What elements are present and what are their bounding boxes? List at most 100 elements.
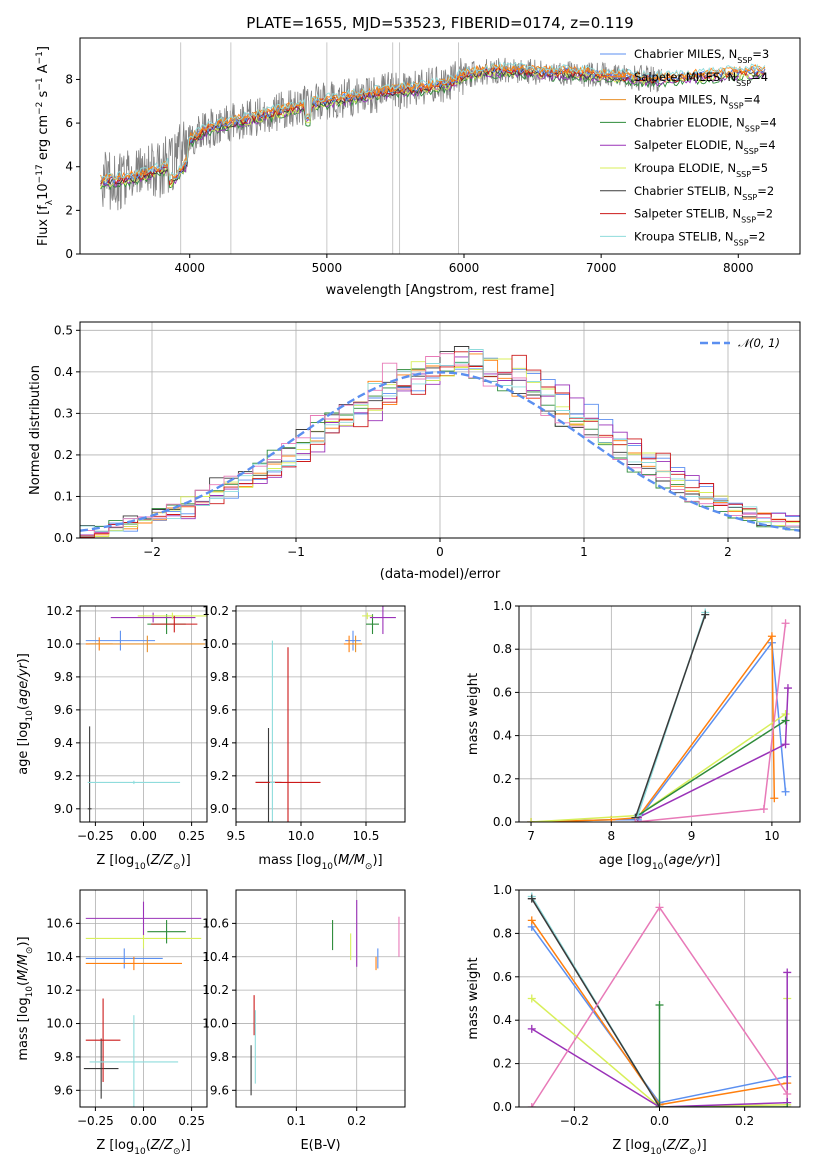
x-tick-label: −1 bbox=[287, 545, 305, 559]
y-axis-label: Flux [fλ10−17 erg cm−2 s−1 A−1] bbox=[35, 46, 55, 246]
residual-histogram bbox=[80, 349, 800, 532]
y-tick-label: 0.3 bbox=[54, 406, 73, 420]
y-tick-label: 9.6 bbox=[54, 1083, 73, 1097]
x-tick-label: 8 bbox=[608, 829, 616, 843]
weight-marker bbox=[781, 619, 790, 628]
weight-marker bbox=[770, 794, 779, 803]
y-tick-label: 9.8 bbox=[54, 670, 73, 684]
x-tick-label: 0.00 bbox=[130, 829, 157, 843]
x-tick-label: 4000 bbox=[174, 261, 205, 275]
y-tick-label: 0.4 bbox=[493, 1013, 512, 1027]
y-tick-label: 0.0 bbox=[54, 531, 73, 545]
x-axis-label: E(B-V) bbox=[300, 1138, 340, 1153]
legend-label: Salpeter ELODIE, NSSP=4 bbox=[634, 138, 776, 156]
y-tick-label: 1.0 bbox=[493, 883, 512, 897]
y-tick-label: 10.2 bbox=[46, 604, 73, 618]
y-tick-label: 0.2 bbox=[493, 772, 512, 786]
x-axis-label: Z [log10(Z/Z⊙)] bbox=[96, 853, 190, 872]
y-tick-label: 0.4 bbox=[493, 729, 512, 743]
mass-vs-extinction-panel: 0.1 0.2 9.6 9.8 10.0 10.2 10.4 10.6 E(B-V) bbox=[202, 889, 406, 1153]
y-tick-label: 0.8 bbox=[493, 926, 512, 940]
x-tick-label: −0.25 bbox=[77, 1114, 114, 1128]
x-axis-label: Z [log10(Z/Z⊙)] bbox=[612, 1138, 706, 1157]
plot-frame bbox=[79, 889, 208, 1108]
error-bar-points bbox=[255, 606, 396, 822]
y-tick-label: 0.2 bbox=[493, 1057, 512, 1071]
weight-marker bbox=[783, 1103, 792, 1107]
y-tick-label: 9.6 bbox=[210, 1083, 229, 1097]
plot-frame bbox=[79, 321, 801, 539]
normal-distribution-curve bbox=[80, 371, 800, 532]
y-tick-label: 9.4 bbox=[210, 736, 229, 750]
weight-line bbox=[634, 614, 707, 818]
weight-marker bbox=[783, 1089, 792, 1098]
error-bar-points bbox=[83, 901, 202, 1107]
y-tick-label: 4 bbox=[65, 160, 73, 174]
y-tick-label: 0.6 bbox=[493, 685, 512, 699]
y-tick-label: 1.0 bbox=[493, 599, 512, 613]
weight-marker bbox=[527, 818, 536, 822]
y-tick-label: 10.0 bbox=[46, 637, 73, 651]
y-axis-label: mass weight bbox=[466, 957, 481, 1039]
residual-histogram bbox=[80, 353, 800, 534]
y-tick-label: 10.4 bbox=[46, 950, 73, 964]
y-tick-label: 10.4 bbox=[202, 950, 229, 964]
y-tick-label: 0.0 bbox=[493, 815, 512, 829]
y-tick-label: 0.8 bbox=[493, 642, 512, 656]
y-tick-label: 2 bbox=[65, 203, 73, 217]
y-tick-label: 0.0 bbox=[493, 1100, 512, 1114]
plot-frame bbox=[79, 605, 208, 823]
x-tick-label: 0.25 bbox=[178, 1114, 205, 1128]
x-tick-label: 7000 bbox=[586, 261, 617, 275]
x-axis-label: age [log10(age/yr)] bbox=[599, 853, 721, 872]
y-tick-label: 10.2 bbox=[202, 604, 229, 618]
model-spectrum-chabrier-elodie bbox=[100, 70, 766, 191]
legend-label: Kroupa ELODIE, NSSP=5 bbox=[634, 161, 768, 179]
weight-marker bbox=[655, 1001, 664, 1010]
y-tick-label: 0.1 bbox=[54, 489, 73, 503]
y-tick-label: 8 bbox=[65, 72, 73, 86]
weight-line bbox=[530, 713, 786, 822]
x-tick-label: 0 bbox=[436, 545, 444, 559]
x-tick-label: 6000 bbox=[449, 261, 480, 275]
weight-line bbox=[637, 719, 786, 817]
y-axis-label: mass weight bbox=[466, 673, 481, 755]
x-tick-label: 0.2 bbox=[347, 1114, 366, 1128]
legend-label: Salpeter MILES, NSSP=4 bbox=[634, 70, 768, 88]
x-axis-label: wavelength [Angstrom, rest frame] bbox=[326, 283, 555, 298]
weight-marker bbox=[783, 968, 792, 977]
legend-label: Kroupa STELIB, NSSP=2 bbox=[634, 229, 765, 247]
x-axis-label: mass [log10(M/M⊙)] bbox=[258, 853, 382, 872]
weight-marker bbox=[527, 1024, 536, 1033]
age-vs-mass-panel: 9.5 10.0 10.5 9.0 9.2 9.4 9.6 9.8 10.0 10.2 mass [… bbox=[202, 604, 406, 872]
weight-marker bbox=[631, 818, 640, 822]
y-tick-label: 0 bbox=[65, 247, 73, 261]
x-tick-label: −2 bbox=[143, 545, 161, 559]
x-tick-label: 8000 bbox=[723, 261, 754, 275]
y-tick-label: 9.6 bbox=[54, 703, 73, 717]
error-bar-points bbox=[250, 900, 400, 1096]
x-axis-label: (data-model)/error bbox=[380, 567, 501, 582]
x-tick-label: 9 bbox=[688, 829, 696, 843]
model-spectrum-chabrier-miles bbox=[100, 64, 766, 185]
y-tick-label: 10.0 bbox=[202, 637, 229, 651]
weight-marker bbox=[701, 610, 710, 619]
y-axis-label: age [log10(age/yr)] bbox=[16, 653, 35, 775]
weight-line bbox=[531, 972, 788, 1107]
x-tick-label: 5000 bbox=[312, 261, 343, 275]
y-tick-label: 9.0 bbox=[54, 802, 73, 816]
plot-frame bbox=[79, 37, 801, 255]
plot-frame bbox=[235, 889, 406, 1108]
y-tick-label: 10.6 bbox=[46, 916, 73, 930]
model-spectrum-kroupa-miles bbox=[100, 63, 766, 184]
weight-marker bbox=[527, 916, 536, 925]
y-tick-label: 10.2 bbox=[202, 983, 229, 997]
y-tick-label: 0.6 bbox=[493, 970, 512, 984]
y-axis-label: mass [log10(M/M⊙)] bbox=[16, 936, 35, 1060]
y-tick-label: 10.2 bbox=[46, 983, 73, 997]
weight-marker bbox=[655, 903, 664, 912]
y-tick-label: 10.0 bbox=[202, 1017, 229, 1031]
weight-marker bbox=[655, 1103, 664, 1107]
x-tick-label: 10.0 bbox=[288, 829, 315, 843]
